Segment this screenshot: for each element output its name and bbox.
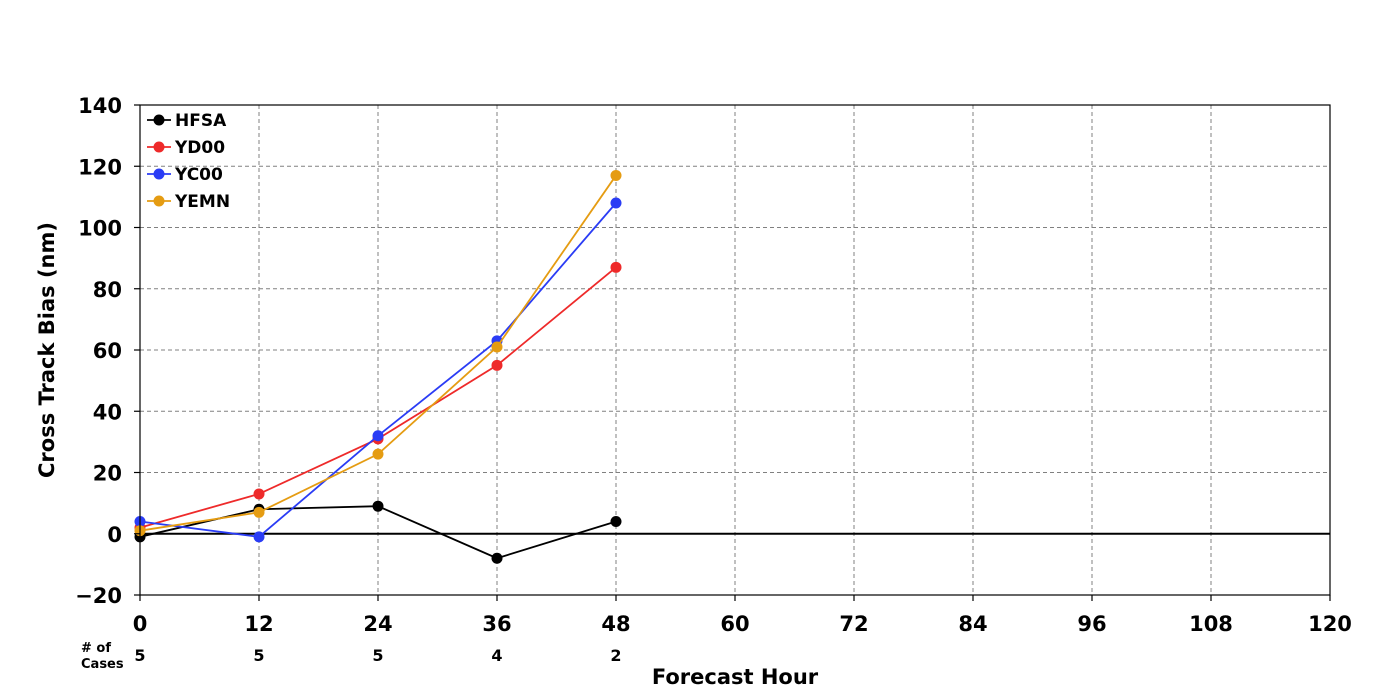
series-point xyxy=(491,359,503,371)
legend-item-yemn: YEMN xyxy=(147,192,230,212)
x-tick-label: 48 xyxy=(601,612,630,636)
x-tick-label: 108 xyxy=(1189,612,1233,636)
legend-item-yc00: YC00 xyxy=(147,165,223,185)
y-tick-label: 60 xyxy=(93,339,122,363)
y-tick-label: 0 xyxy=(107,523,122,547)
y-axis-title: Cross Track Bias (nm) xyxy=(35,222,59,478)
x-tick-label: 36 xyxy=(482,612,511,636)
series-point xyxy=(372,430,384,442)
series-yc00 xyxy=(134,197,622,543)
legend-marker xyxy=(153,114,165,126)
legend-label: YD00 xyxy=(174,138,225,158)
y-tick-label: 140 xyxy=(78,94,122,118)
y-axis-ticks: −20 0 20 40 60 80 100 120 140 xyxy=(75,94,140,608)
y-tick-label: −20 xyxy=(75,584,122,608)
x-axis-ticks: 0 12 24 36 48 60 72 84 96 108 120 xyxy=(133,595,1352,636)
series-line xyxy=(139,266,617,529)
x-tick-label: 12 xyxy=(244,612,273,636)
y-tick-label: 80 xyxy=(93,278,122,302)
y-tick-label: 120 xyxy=(78,155,122,179)
series-point xyxy=(253,488,265,500)
x-tick-label: 96 xyxy=(1077,612,1106,636)
x-tick-label: 120 xyxy=(1308,612,1352,636)
y-tick-label: 40 xyxy=(93,400,122,424)
legend-label: HFSA xyxy=(175,111,227,131)
x-tick-label: 84 xyxy=(958,612,987,636)
legend-marker xyxy=(153,195,165,207)
series-point xyxy=(610,261,622,273)
x-tick-label: 72 xyxy=(839,612,868,636)
legend-marker xyxy=(153,168,165,180)
cases-label: # of xyxy=(81,641,111,656)
x-tick-label: 0 xyxy=(133,612,148,636)
series-point xyxy=(372,448,384,460)
legend-marker xyxy=(153,141,165,153)
case-count: 4 xyxy=(491,646,502,665)
series-point xyxy=(610,197,622,209)
x-tick-label: 60 xyxy=(720,612,749,636)
y-tick-label: 20 xyxy=(93,462,122,486)
series-point xyxy=(372,500,384,512)
grid xyxy=(140,105,1330,595)
legend-label: YC00 xyxy=(174,165,223,185)
legend: HFSA YD00 YC00 YEMN xyxy=(147,111,230,212)
x-tick-label: 24 xyxy=(363,612,392,636)
series-point xyxy=(491,552,503,564)
series-point xyxy=(491,341,503,353)
x-axis-title: Forecast Hour xyxy=(652,665,819,689)
cases-label: Cases xyxy=(81,657,124,672)
series-point xyxy=(610,169,622,181)
case-count: 5 xyxy=(372,646,383,665)
y-tick-label: 100 xyxy=(78,217,122,241)
case-count: 5 xyxy=(134,646,145,665)
case-count: 5 xyxy=(253,646,264,665)
legend-item-yd00: YD00 xyxy=(147,138,225,158)
series-point xyxy=(253,531,265,543)
series-point xyxy=(610,516,622,527)
legend-item-hfsa: HFSA xyxy=(147,111,227,131)
legend-label: YEMN xyxy=(174,192,230,212)
case-count: 2 xyxy=(610,646,621,665)
series-point xyxy=(253,506,265,518)
